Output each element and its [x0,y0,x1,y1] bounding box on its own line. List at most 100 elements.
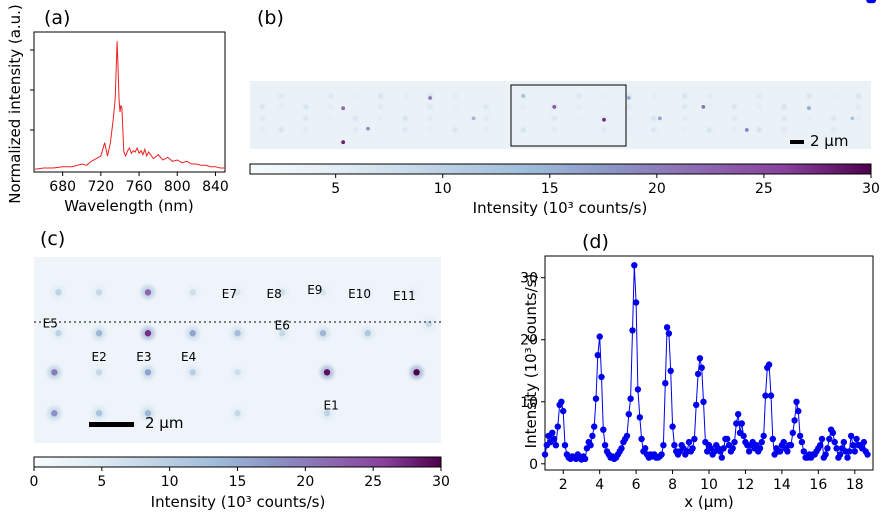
panel-c-scalebar [89,422,134,427]
panel-b-spot [682,128,687,132]
panel-d-data-point [818,435,826,443]
panel-d-data-point [853,435,860,443]
panel-d-data-point [784,448,791,455]
panel-b-spot [856,128,861,132]
panel-d-x-tick-label: 2 [559,477,568,493]
panel-d-x-tick-label: 18 [846,477,864,493]
panel-a-x-tick-label: 840 [202,179,229,195]
panel-b-spot [521,116,526,121]
panel-c-emitter-label: E4 [181,350,196,364]
panel-b-spot [577,116,581,121]
panel-d-y-tick-label: 30 [520,271,538,287]
panel-b-bright-spot [471,116,476,121]
panel-a-spectrum-line [34,41,225,170]
panel-b-spot [353,105,358,109]
panel-d-data-point [662,380,669,387]
panel-c-spot [189,289,196,296]
panel-b-spot [328,94,333,98]
panel-b-spot [782,94,786,98]
panel-label-b: (b) [257,7,284,29]
panel-b-spot [378,128,383,132]
panel-b-spot [484,128,488,132]
panel-c-colorbar-gradient [33,456,442,468]
panel-b-colorbar-tick-label: 5 [331,181,340,197]
panel-c-emitter-labels: E1 E2 E3 E4 E5 E6 E7 E8 E9 E10 E11 [43,283,416,412]
panel-d-data-point [791,417,798,424]
panel-c-colorbar-tick-label: 5 [97,474,106,490]
panel-d-data-point [817,442,824,449]
panel-b-spot [304,128,308,132]
panel-a-spectrum: 680 720 760 800 840 [30,31,229,195]
panel-b-spot [732,116,737,121]
panel-d-data-point [618,445,625,452]
panel-d-data-point [665,330,673,337]
panel-d-data-point [552,442,560,449]
panel-d-data-point [691,435,698,443]
panel-c-spot [144,289,152,296]
panel-d-data-point [700,398,707,405]
panel-b-bright-spot [657,116,662,121]
panel-b-spot [279,116,283,121]
panel-d-data-point [642,445,649,452]
panel-d-data-point [733,420,740,427]
panel-d-data-point [846,448,853,455]
panel-c-emitter-label: E2 [92,350,107,364]
panel-b-spot [260,105,265,109]
panel-b-bright-spot [341,106,346,111]
panel-b-colorbar-tick-label: 20 [648,181,666,197]
panel-d-data-point [598,373,605,381]
panel-b-image: 2 μm [250,81,871,150]
panel-c-spot [234,410,241,417]
panel-b-colorbar-ticks: 5 10 15 20 25 30 [331,174,880,197]
panel-d-data-point [765,361,773,368]
panel-b-spot [651,128,656,132]
panel-b-colorbar-tick-label: 30 [862,181,880,197]
panel-d-data-point [745,448,753,455]
panel-c-spot [323,369,331,376]
panel-c-colorbar-label: Intensity (10³ counts/s) [151,493,326,511]
panel-d-data-point [625,411,632,418]
panel-d-data-point [731,438,738,446]
panel-d-data-point [860,438,868,446]
panel-b-spot [279,94,283,98]
panel-c-spot [234,330,241,337]
panel-d-data-point [762,392,769,399]
panel-b-spot [831,105,836,109]
panel-c-emitter-label: E1 [324,399,339,413]
panel-c-spot [234,289,241,296]
panel-d-data-point [658,451,665,458]
panel-d-y-tick-label: 20 [520,333,538,349]
panel-d-data-point [596,333,603,340]
panel-c-spot [95,330,103,337]
panel-a-x-tick-label: 720 [87,179,114,195]
panel-c-spot [279,289,286,296]
panel-b-spot [279,105,283,109]
panel-d-data-point [756,445,764,452]
panel-d-data-point [541,451,549,458]
panel-d-data-point [735,411,742,418]
panel-c-colorbar-tick-label: 25 [364,474,382,490]
panel-c-spot [95,410,103,417]
panel-d-data-point [660,442,667,449]
panel-b-bright-spot [807,106,811,111]
panel-d-data-point [592,395,600,402]
panel-d-data-point [623,432,631,440]
panel-b-zoom-box [510,84,627,147]
panel-b-spot [577,105,581,109]
panel-b-spot [304,94,308,98]
panel-b-spot [807,128,811,132]
panel-b-bright-spot [744,128,749,132]
panel-d-data-point [826,435,833,443]
panel-b-spot [260,94,265,98]
panel-b-spot [353,128,358,132]
panel-d-data-point [558,398,565,405]
panel-d-data-point [589,432,596,440]
panel-b-spot [577,128,581,132]
panel-d-data-point [851,448,858,455]
panel-c-emitter-label: E11 [393,289,416,303]
panel-b-spot [707,105,712,109]
panel-d-data-point [600,426,607,433]
panel-b-spot [260,128,265,132]
panel-b-spot [428,116,432,121]
